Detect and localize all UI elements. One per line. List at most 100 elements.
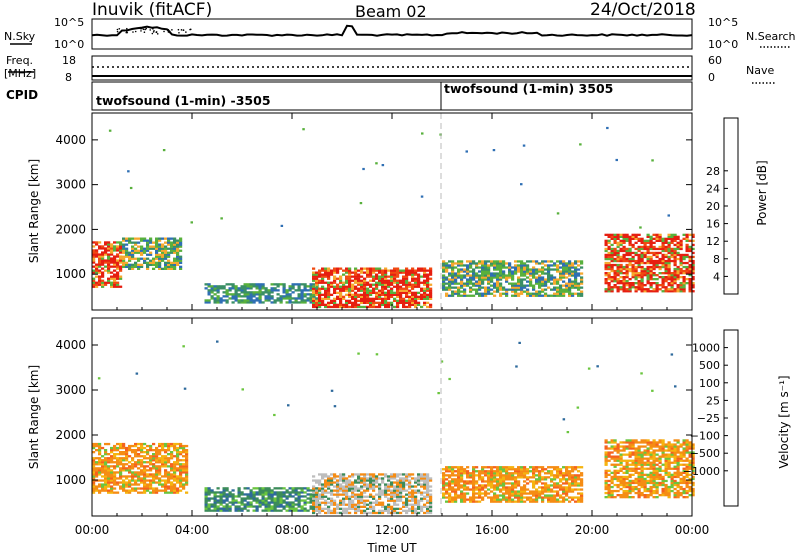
echo-cell: [315, 479, 319, 482]
echo-cell: [158, 255, 162, 258]
echo-cell: [691, 239, 695, 242]
echo-cell: [116, 481, 120, 484]
echo-cell: [405, 275, 409, 278]
echo-cell: [95, 473, 99, 476]
echo-cell: [399, 291, 403, 294]
echo-cell: [517, 260, 521, 263]
echo-cell: [541, 492, 545, 495]
echo-cell: [535, 490, 539, 493]
echo-cell: [152, 473, 156, 476]
echo-cell: [580, 266, 584, 269]
echo-cell: [375, 477, 379, 480]
echo-cell: [535, 494, 539, 497]
echo-cell: [423, 511, 427, 515]
echo-cell: [95, 253, 99, 256]
echo-cell: [390, 269, 394, 272]
echo-cell: [107, 279, 111, 282]
echo-cell: [478, 280, 482, 283]
echo-cell: [523, 266, 527, 269]
echo-cell: [571, 474, 575, 477]
echo-cell: [363, 477, 367, 480]
echo-cell: [553, 468, 557, 471]
echo-cell: [122, 481, 126, 484]
echo-cell: [484, 492, 488, 495]
echo-cell: [161, 255, 165, 258]
echo-cell: [321, 279, 325, 282]
echo-cell: [502, 498, 506, 501]
echo-cell: [493, 274, 497, 277]
echo-cell: [396, 287, 400, 290]
echo-cell: [140, 444, 144, 448]
echo-cell: [442, 282, 446, 285]
echo-cell: [155, 251, 159, 254]
echo-cell: [122, 469, 126, 472]
echo-cell: [604, 441, 608, 444]
echo-cell: [387, 497, 391, 500]
echo-cell: [565, 262, 569, 265]
echo-cell: [619, 247, 623, 251]
echo-cell: [448, 266, 452, 269]
echo-cell: [140, 251, 144, 254]
echo-cell: [393, 271, 397, 274]
echo-cell: [451, 282, 455, 285]
echo-cell: [478, 478, 482, 481]
echo-cell: [363, 301, 367, 304]
echo-cell: [414, 299, 418, 302]
echo-cell: [134, 237, 138, 240]
colorbar-tick-label: 4: [713, 270, 720, 283]
echo-cell: [140, 442, 144, 446]
echo-cell: [484, 292, 488, 295]
echo-cell: [481, 280, 485, 283]
echo-cell: [231, 501, 235, 504]
echo-cell: [442, 274, 446, 277]
echo-cell: [137, 455, 141, 458]
echo-cell: [378, 301, 382, 304]
echo-cell: [622, 265, 626, 269]
echo-cell: [155, 255, 159, 258]
echo-cell: [315, 481, 319, 484]
echo-cell: [357, 279, 361, 282]
echo-cell: [104, 247, 108, 250]
echo-cell: [294, 491, 298, 494]
echo-cell: [643, 267, 647, 271]
echo-cell: [134, 479, 138, 482]
echo-cell: [348, 503, 352, 506]
echo-cell: [420, 479, 424, 482]
echo-cell: [182, 467, 186, 470]
echo-cell: [261, 499, 265, 502]
echo-cell: [315, 289, 319, 292]
echo-cell: [463, 480, 467, 483]
echo-cell: [517, 268, 521, 271]
echo-cell: [535, 260, 539, 263]
echo-cell: [381, 501, 385, 504]
echo-cell: [372, 299, 376, 302]
echo-cell: [574, 278, 578, 281]
echo-cell: [107, 277, 111, 280]
echo-cell: [315, 279, 319, 282]
echo-cell: [173, 491, 177, 494]
echo-cell: [113, 241, 117, 244]
echo-cell: [348, 279, 352, 282]
echo-cell: [330, 299, 334, 302]
echo-cell: [113, 483, 117, 486]
echo-cell: [426, 511, 430, 515]
echo-cell: [562, 498, 566, 501]
echo-cell: [170, 475, 174, 478]
echo-cell: [119, 469, 123, 472]
echo-cell: [481, 466, 485, 469]
echo-cell: [652, 233, 656, 236]
echo-cell: [164, 491, 168, 494]
echo-cell: [514, 294, 518, 297]
echo-cell: [110, 485, 114, 488]
echo-cell: [312, 303, 316, 306]
echo-cell: [348, 269, 352, 272]
echo-cell: [544, 478, 548, 481]
echo-cell: [255, 497, 259, 500]
echo-cell: [155, 467, 159, 470]
echo-cell: [532, 484, 536, 487]
echo-cell: [143, 489, 147, 492]
echo-cell: [652, 288, 656, 291]
echo-cell: [451, 276, 455, 279]
echo-cell: [574, 466, 578, 469]
echo-cell: [140, 461, 144, 464]
